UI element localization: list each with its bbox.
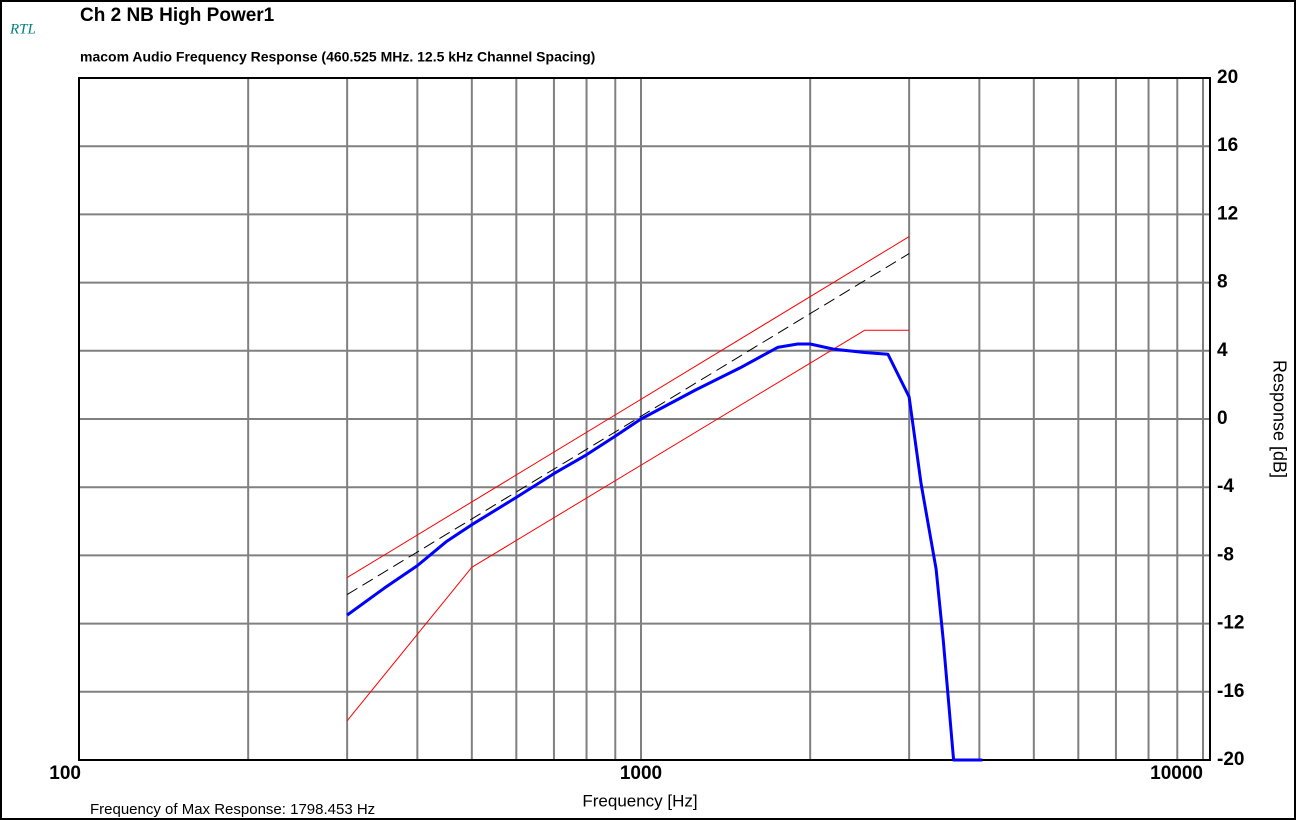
y-tick-label: -20: [1217, 749, 1244, 770]
series-line: [346, 236, 910, 579]
x-axis-label: Frequency [Hz]: [582, 791, 697, 810]
chart-title: Ch 2 NB High Power1: [80, 5, 275, 26]
chart-subtitle: macom Audio Frequency Response (460.525 …: [80, 49, 595, 65]
series-line: [346, 253, 910, 596]
logo: RTL: [9, 21, 36, 37]
y-tick-label: 4: [1217, 340, 1228, 361]
series-line: [346, 329, 910, 722]
y-tick-label: 16: [1217, 135, 1238, 156]
plot-frame: [78, 77, 1211, 761]
y-tick-label: 0: [1217, 408, 1228, 429]
y-tick-label: -12: [1217, 613, 1244, 634]
annotation: Frequency of Max Response: 1798.453 Hz: [90, 801, 375, 818]
y-tick-label: 12: [1217, 203, 1238, 224]
x-tick-label: 1000: [620, 763, 662, 784]
y-tick-label: -8: [1217, 544, 1234, 565]
x-tick-label: 10000: [1150, 763, 1203, 784]
y-tick-label: 8: [1217, 272, 1228, 293]
x-tick-label: 100: [49, 763, 81, 784]
series-line: [346, 342, 983, 762]
y-tick-label: -16: [1217, 681, 1244, 702]
y-tick-label: 20: [1217, 67, 1238, 88]
y-axis-label: Response [dB]: [1269, 360, 1289, 478]
y-tick-label: -4: [1217, 476, 1234, 497]
